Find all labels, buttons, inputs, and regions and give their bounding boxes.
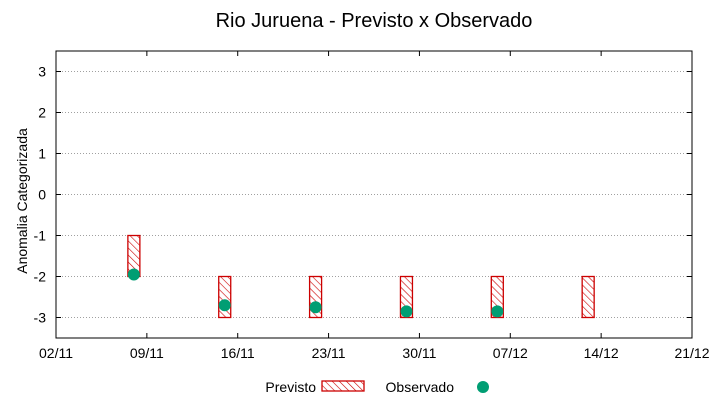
- x-axis: 02/11 09/11 16/11 23/11 30/11 07/12 14/12 21/12: [39, 51, 710, 361]
- y-axis-label: Anomalia Categorizada: [14, 128, 30, 274]
- x-tick-label: 21/12: [674, 345, 709, 361]
- observado-point: [400, 305, 413, 318]
- x-tick-label: 23/11: [312, 345, 346, 361]
- legend-swatch-previsto: [321, 380, 365, 392]
- x-tick-label: 14/12: [584, 345, 619, 361]
- previsto-range-bar: [581, 275, 595, 319]
- x-tick-label: 16/11: [221, 345, 255, 361]
- y-tick-label: 3: [38, 64, 46, 80]
- y-tick-label: -3: [34, 310, 47, 326]
- plot-frame: [55, 50, 693, 339]
- observado-point: [127, 268, 140, 281]
- y-tick-label: 2: [38, 105, 46, 121]
- observado-point: [491, 305, 504, 318]
- x-tick-label: 02/11: [39, 345, 73, 361]
- previsto-range-bar: [218, 275, 232, 319]
- legend-label-previsto: Previsto: [265, 379, 316, 395]
- x-tick-label: 30/11: [402, 345, 436, 361]
- legend-label-observado: Observado: [386, 379, 455, 395]
- y-tick-label: -1: [34, 228, 47, 244]
- legend-marker-observado: [477, 381, 489, 393]
- legend: Previsto Observado: [265, 379, 489, 395]
- observado-point: [218, 299, 231, 312]
- x-tick-label: 09/11: [130, 345, 164, 361]
- y-axis: -3 -2 -1 0 1 2 3: [34, 64, 692, 326]
- grid: [56, 71, 692, 318]
- y-tick-label: -2: [34, 269, 47, 285]
- y-tick-label: 1: [38, 146, 46, 162]
- chart-title: Rio Juruena - Previsto x Observado: [216, 10, 533, 32]
- x-tick-label: 07/12: [493, 345, 528, 361]
- plot-marks: [127, 234, 595, 319]
- observado-point: [309, 301, 322, 314]
- y-tick-label: 0: [38, 187, 46, 203]
